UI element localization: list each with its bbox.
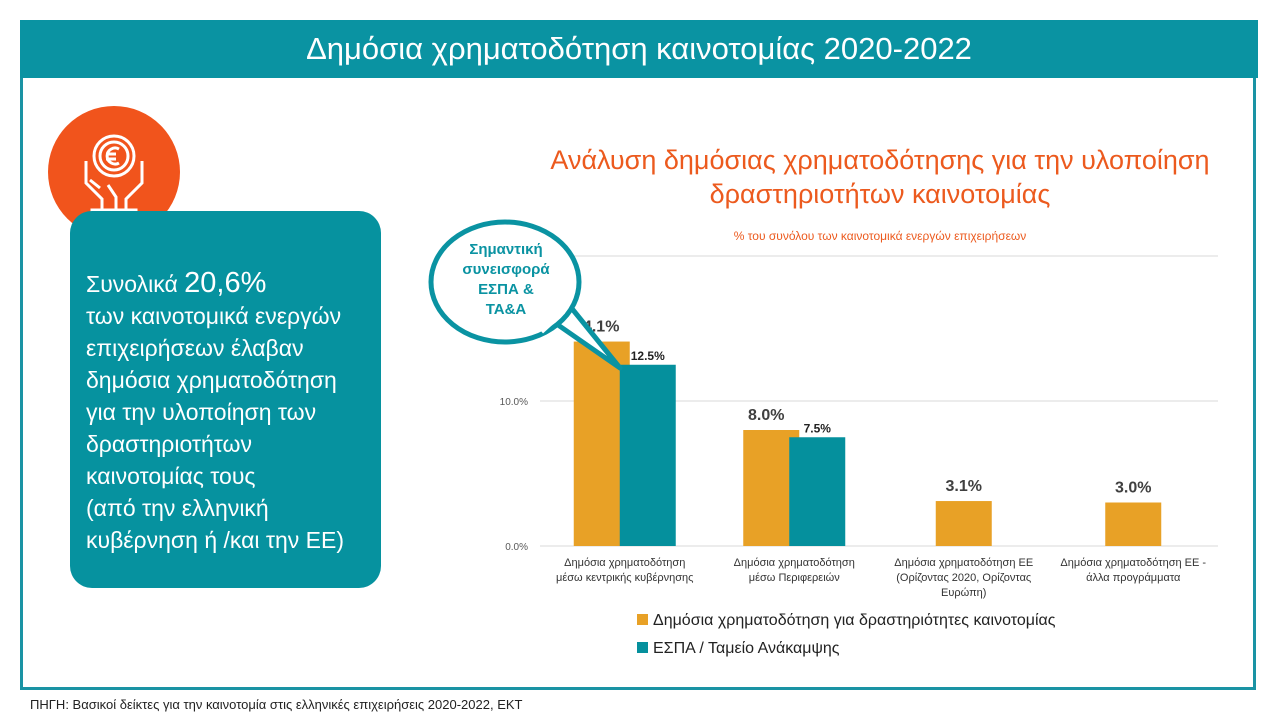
x-tick-label: Δημόσια χρηματοδότηση [734, 557, 855, 569]
legend-label: ΕΣΠΑ / Ταμείο Ανάκαμψης [653, 640, 840, 657]
data-label: 3.0% [1115, 480, 1151, 497]
bar [619, 364, 676, 546]
x-tick-label: Δημόσια χρηματοδότηση ΕΕ [894, 557, 1033, 569]
callout-join [536, 306, 566, 334]
chart-title: Ανάλυση δημόσιας χρηματοδότησης για την … [550, 145, 1210, 209]
summary-line: δραστηριοτήτων [86, 431, 253, 457]
summary-line: καινοτομίας τους [86, 463, 256, 489]
x-tick-label: μέσω Περιφερειών [749, 572, 840, 584]
legend-swatch [637, 614, 648, 625]
data-label: 12.5% [631, 349, 665, 363]
x-tick-label: Ευρώπη) [941, 587, 986, 599]
callout-text: Σημαντική συνεισφορά ΕΣΠΑ & ΤΑ&Α [440, 240, 572, 320]
data-label: 8.0% [748, 407, 784, 424]
callout-bubble [428, 219, 582, 345]
summary-line: κυβέρνηση ή /και την ΕΕ) [86, 527, 345, 553]
data-label: 3.1% [946, 478, 982, 495]
x-tick-label: άλλα προγράμματα [1086, 572, 1181, 584]
summary-value: 20,6% [184, 267, 267, 299]
x-tick-label: (Ορίζοντας 2020, Ορίζοντας [896, 572, 1031, 584]
summary-line: για την υλοποίηση των [86, 399, 317, 425]
callout-line: συνεισφορά [462, 261, 550, 278]
summary-line: επιχειρήσεων έλαβαν [86, 335, 304, 361]
summary-line: δημόσια χρηματοδότηση [86, 367, 337, 393]
x-tick-label: μέσω κεντρικής κυβέρνησης [556, 572, 693, 584]
bar [935, 501, 992, 546]
x-tick-label: Δημόσια χρηματοδότηση [564, 557, 685, 569]
callout-line: Σημαντική [469, 241, 543, 258]
data-label: 7.5% [804, 421, 832, 435]
legend-swatch [637, 642, 648, 653]
x-tick-label: Δημόσια χρηματοδότηση ΕΕ - [1060, 557, 1206, 569]
legend-label: Δημόσια χρηματοδότηση για δραστηριότητες… [653, 612, 1056, 629]
bar [789, 437, 846, 546]
summary-line: των καινοτομικά ενεργών [86, 303, 342, 329]
callout-line: ΤΑ&Α [485, 301, 527, 318]
summary-line: (από την ελληνική [86, 495, 269, 521]
source-note: ΠΗΓΗ: Βασικοί δείκτες για την καινοτομία… [30, 697, 523, 712]
summary-prefix: Συνολικά [86, 271, 185, 297]
callout-line: ΕΣΠΑ & [478, 281, 534, 298]
y-tick-label: 0.0% [505, 542, 528, 553]
summary-box: Συνολικά 20,6% των καινοτομικά ενεργών ε… [70, 211, 381, 588]
chart-subtitle: % του συνόλου των καινοτομικά ενεργών επ… [733, 229, 1027, 243]
page-title: Δημόσια χρηματοδότηση καινοτομίας 2020-2… [20, 20, 1258, 78]
bar [1105, 502, 1162, 546]
y-tick-label: 10.0% [500, 397, 528, 408]
